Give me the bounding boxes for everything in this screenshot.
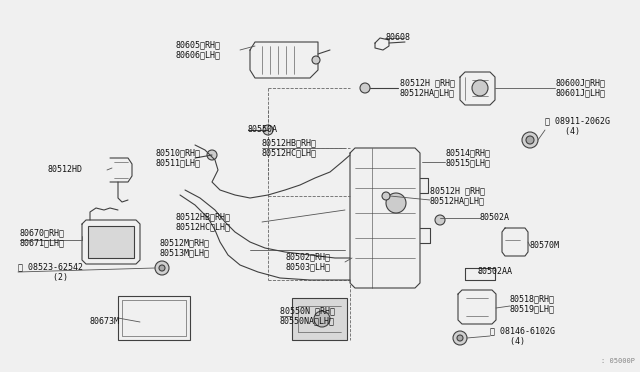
- Circle shape: [457, 335, 463, 341]
- Circle shape: [312, 56, 320, 64]
- Circle shape: [526, 136, 534, 144]
- Text: 80502AA: 80502AA: [478, 267, 513, 276]
- Text: 80512HB〈RH〉
80512HC〈LH〉: 80512HB〈RH〉 80512HC〈LH〉: [262, 138, 317, 158]
- Circle shape: [207, 150, 217, 160]
- Text: 80502A: 80502A: [480, 214, 510, 222]
- Text: 80514〈RH〉
80515〈LH〉: 80514〈RH〉 80515〈LH〉: [445, 148, 490, 168]
- Text: 80608: 80608: [385, 33, 410, 42]
- Text: ⓒ 08146-6102G
    (4): ⓒ 08146-6102G (4): [490, 326, 555, 346]
- Text: 80670〈RH〉
80671〈LH〉: 80670〈RH〉 80671〈LH〉: [20, 228, 65, 248]
- Text: 80510〈RH〉
80511〈LH〉: 80510〈RH〉 80511〈LH〉: [155, 148, 200, 168]
- Circle shape: [314, 311, 330, 327]
- Text: 80550A: 80550A: [248, 125, 278, 135]
- Text: 80605〈RH〉
80606〈LH〉: 80605〈RH〉 80606〈LH〉: [175, 40, 220, 60]
- Text: 80512HD: 80512HD: [48, 166, 83, 174]
- Circle shape: [386, 193, 406, 213]
- Circle shape: [382, 192, 390, 200]
- Bar: [292, 298, 347, 340]
- Bar: [118, 296, 190, 340]
- Text: 80673M: 80673M: [90, 317, 120, 327]
- Text: 80570M: 80570M: [530, 241, 560, 250]
- Text: ⓝ 08911-2062G
    (4): ⓝ 08911-2062G (4): [545, 116, 610, 136]
- Circle shape: [360, 83, 370, 93]
- Text: 80512M〈RH〉
80513M〈LH〉: 80512M〈RH〉 80513M〈LH〉: [160, 238, 210, 258]
- Circle shape: [472, 80, 488, 96]
- Text: 80512HB〈RH〉
80512HC〈LH〉: 80512HB〈RH〉 80512HC〈LH〉: [175, 212, 230, 232]
- Text: 80512H 〈RH〉
80512HA〈LH〉: 80512H 〈RH〉 80512HA〈LH〉: [430, 186, 485, 206]
- Bar: [88, 226, 134, 258]
- Bar: [122, 300, 186, 336]
- Text: : 05000P: : 05000P: [601, 358, 635, 364]
- Circle shape: [263, 125, 273, 135]
- Text: 80550N 〈RH〉
80550NA〈LH〉: 80550N 〈RH〉 80550NA〈LH〉: [280, 306, 335, 326]
- Text: 80518〈RH〉
80519〈LH〉: 80518〈RH〉 80519〈LH〉: [510, 294, 555, 314]
- Circle shape: [453, 331, 467, 345]
- Circle shape: [522, 132, 538, 148]
- Circle shape: [155, 261, 169, 275]
- Text: 80600J〈RH〉
80601J〈LH〉: 80600J〈RH〉 80601J〈LH〉: [555, 78, 605, 98]
- Text: Ⓝ 08523-62542
       (2): Ⓝ 08523-62542 (2): [18, 262, 83, 282]
- Text: 80512H 〈RH〉
80512HA〈LH〉: 80512H 〈RH〉 80512HA〈LH〉: [400, 78, 455, 98]
- Text: 80502〈RH〉
80503〈LH〉: 80502〈RH〉 80503〈LH〉: [285, 252, 330, 272]
- Circle shape: [159, 265, 165, 271]
- Circle shape: [435, 215, 445, 225]
